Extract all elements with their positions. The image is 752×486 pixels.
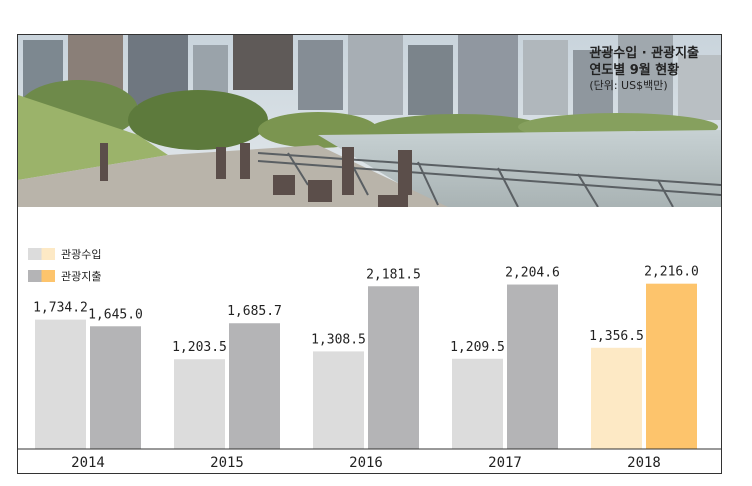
- data-label-income-2018: 1,356.5: [589, 329, 644, 344]
- data-label-income-2015: 1,203.5: [172, 340, 227, 355]
- data-label-expense-2018: 2,216.0: [644, 265, 699, 280]
- bar-income-2014: [35, 319, 86, 449]
- bar-income-2016: [313, 351, 364, 449]
- title-line-1: 관광수입 · 관광지출: [589, 46, 699, 61]
- data-label-expense-2015: 1,685.7: [227, 304, 282, 319]
- legend-swatch-expense: [28, 270, 55, 282]
- legend: 관광수입 관광지출: [28, 243, 101, 287]
- bar-expense-2016: [368, 286, 419, 449]
- x-tick-label-2014: 2014: [71, 455, 105, 471]
- data-label-income-2016: 1,308.5: [311, 332, 366, 347]
- bar-expense-2018: [646, 283, 697, 449]
- x-tick-label-2017: 2017: [488, 455, 522, 471]
- data-label-expense-2016: 2,181.5: [366, 267, 421, 282]
- bar-expense-2017: [507, 284, 558, 449]
- bar-income-2015: [174, 359, 225, 449]
- x-tick-label-2015: 2015: [210, 455, 244, 471]
- x-tick-label-2018: 2018: [627, 455, 661, 471]
- x-tick-label-2016: 2016: [349, 455, 383, 471]
- bar-expense-2015: [229, 323, 280, 449]
- data-label-expense-2017: 2,204.6: [505, 266, 560, 281]
- bar-expense-2014: [90, 326, 141, 449]
- bar-income-2017: [452, 358, 503, 449]
- legend-swatch-income: [28, 248, 55, 260]
- waterfront-photo: 관광수입 · 관광지출 연도별 9월 현황 (단위: US$백만): [18, 35, 721, 207]
- unit-label: (단위: US$백만): [589, 79, 668, 92]
- bar-income-2018: [591, 347, 642, 449]
- title-line-2: 연도별 9월 현황: [589, 63, 680, 78]
- bar-chart: 1,734.2 1,645.0 2014 1,203.5 1,685.7 2015 1,30…: [18, 265, 721, 471]
- data-label-income-2017: 1,209.5: [450, 340, 505, 355]
- legend-label-expense: 관광지출: [61, 270, 102, 283]
- legend-item-expense: 관광지출: [28, 265, 101, 287]
- data-label-expense-2014: 1,645.0: [88, 307, 143, 322]
- infographic-frame: 관광수입 · 관광지출 연도별 9월 현황 (단위: US$백만) 관광수입 관…: [17, 34, 722, 474]
- legend-item-income: 관광수입: [28, 243, 101, 265]
- data-label-income-2014: 1,734.2: [33, 301, 88, 316]
- legend-label-income: 관광수입: [61, 248, 102, 261]
- waterfront-photo-illustration: [18, 35, 721, 207]
- chart-title: 관광수입 · 관광지출 연도별 9월 현황 (단위: US$백만): [589, 45, 699, 93]
